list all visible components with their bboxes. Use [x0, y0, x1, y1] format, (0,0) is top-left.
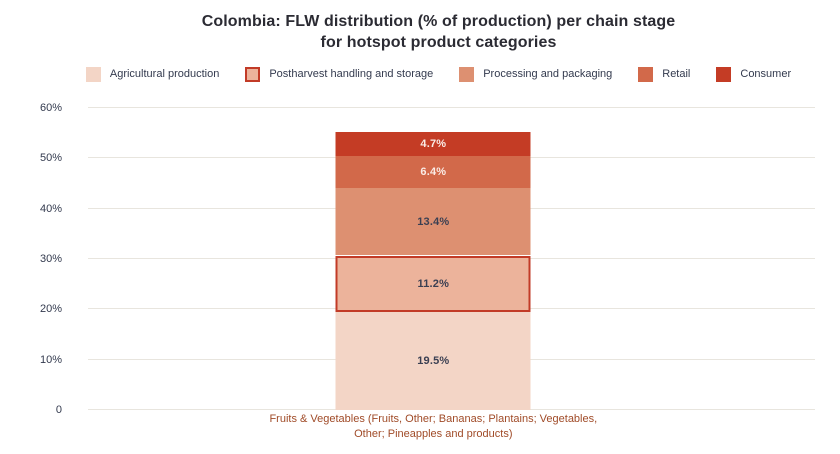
y-axis-tick-label: 10%	[39, 353, 62, 366]
legend-item-agricultural-production[interactable]: Agricultural production	[85, 66, 220, 82]
segment-value-label: 19.5%	[417, 354, 450, 367]
y-axis-tick-label: 30%	[39, 253, 62, 265]
chart-title-line1: Colombia: FLW distribution (% of product…	[201, 13, 676, 30]
bar-segment-retail[interactable]: 6.4%	[335, 155, 531, 189]
x-category-label: Fruits & Vegetables (Fruits, Other; Bana…	[269, 413, 598, 440]
legend-item-postharvest-handling-and-storage[interactable]: Postharvest handling and storage	[245, 66, 434, 82]
chart-title: Colombia: FLW distribution (% of product…	[62, 11, 815, 53]
legend-label: Processing and packaging	[483, 68, 613, 80]
segment-value-label: 6.4%	[420, 165, 447, 178]
legend-label: Postharvest handling and storage	[269, 68, 434, 80]
y-axis: 0 10% 20% 30% 40% 50% 60%	[0, 102, 62, 416]
legend-swatch-icon	[638, 66, 654, 82]
chart-title-line2: for hotspot product categories	[320, 34, 557, 52]
y-axis-tick-label: 60%	[39, 102, 62, 114]
bar-segment-agricultural-production[interactable]: 19.5%	[335, 311, 531, 410]
legend-item-processing-and-packaging[interactable]: Processing and packaging	[459, 66, 613, 82]
legend-item-retail[interactable]: Retail	[638, 66, 691, 82]
legend-label: Retail	[662, 68, 691, 80]
legend-label: Agricultural production	[109, 68, 220, 80]
x-axis: Fruits & Vegetables (Fruits, Other; Bana…	[88, 412, 815, 452]
y-axis-tick-label: 50%	[39, 152, 62, 165]
legend-label: Consumer	[740, 68, 792, 80]
legend-swatch-icon	[716, 66, 732, 82]
segment-value-label: 11.2%	[417, 277, 450, 290]
gridline	[88, 107, 815, 108]
legend-item-consumer[interactable]: Consumer	[716, 66, 792, 82]
y-axis-tick-label: 40%	[39, 202, 62, 215]
legend: Agricultural production Postharvest handl…	[62, 63, 815, 85]
legend-swatch-icon	[459, 66, 475, 82]
legend-swatch-icon	[85, 66, 101, 82]
stacked-bar: 19.5% 11.2% 13.4% 6.4% 4.7%	[335, 108, 531, 410]
legend-swatch-icon	[245, 66, 261, 82]
y-axis-tick-label: 0	[55, 404, 62, 416]
bar-segment-processing-and-packaging[interactable]: 13.4%	[335, 188, 531, 256]
segment-value-label: 4.7%	[420, 138, 447, 150]
y-axis-tick-label: 20%	[39, 303, 62, 316]
bar-segment-consumer[interactable]: 4.7%	[335, 132, 531, 156]
segment-value-label: 13.4%	[417, 215, 450, 228]
bar-segment-postharvest-handling-and-storage[interactable]: 11.2%	[335, 255, 531, 312]
plot-area: 19.5% 11.2% 13.4% 6.4% 4.7%	[88, 107, 815, 410]
